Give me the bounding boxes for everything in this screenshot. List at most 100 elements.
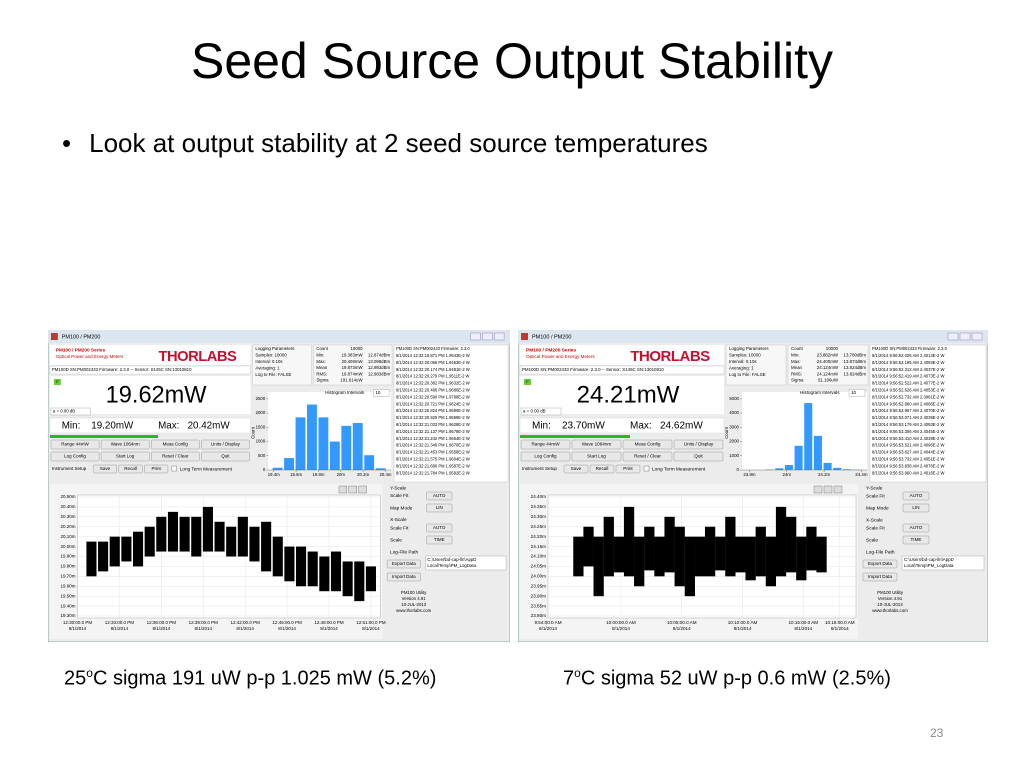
logo: THORLABS bbox=[158, 349, 236, 365]
x-tick-label: 9:54:00.0 AM bbox=[534, 620, 561, 625]
side-label: Scale bbox=[390, 537, 402, 543]
device-bar bbox=[49, 365, 251, 375]
button-frame[interactable] bbox=[673, 451, 724, 462]
button-frame[interactable] bbox=[622, 451, 673, 462]
y-tick-label: 24.40m bbox=[531, 494, 546, 499]
window-title: PM100 / PM200 bbox=[532, 334, 571, 340]
button-frame[interactable] bbox=[201, 451, 250, 462]
button-frame[interactable] bbox=[902, 491, 930, 501]
about-text: www.thorlabs.com bbox=[396, 608, 431, 613]
interval-input[interactable] bbox=[373, 389, 390, 397]
button-frame[interactable] bbox=[201, 439, 250, 450]
side-label: Y-Scale bbox=[866, 485, 883, 491]
y-tick-label: 20.00m bbox=[60, 544, 75, 549]
button-frame[interactable] bbox=[118, 464, 143, 474]
checkbox[interactable] bbox=[171, 465, 178, 472]
button-frame[interactable] bbox=[50, 439, 100, 450]
button-frame[interactable] bbox=[563, 464, 589, 474]
button-frame[interactable] bbox=[50, 451, 100, 462]
y-tick-label: 24.35m bbox=[531, 504, 546, 509]
button-frame[interactable] bbox=[100, 451, 150, 462]
side-label: Y-Scale bbox=[390, 485, 406, 491]
button-frame[interactable] bbox=[571, 451, 622, 462]
log-list bbox=[869, 344, 987, 483]
button-frame[interactable] bbox=[615, 464, 641, 474]
button-frame[interactable] bbox=[150, 451, 200, 462]
button-frame[interactable] bbox=[862, 572, 898, 582]
side-label: Map Mode bbox=[390, 505, 413, 511]
log-line: 8/1/2014 12:32:20.590 PM 1.9798E-2 W bbox=[396, 394, 470, 399]
max-value: 20.42mW bbox=[188, 421, 231, 432]
stat-value-dbm: 12.874dBm bbox=[368, 352, 390, 357]
graph-tool[interactable] bbox=[358, 485, 367, 494]
trace-span bbox=[132, 531, 144, 567]
button-frame[interactable] bbox=[426, 523, 453, 533]
button-frame[interactable] bbox=[862, 559, 898, 569]
graph-tool[interactable] bbox=[823, 485, 833, 494]
side-label: Scale Fit bbox=[390, 525, 409, 531]
stat-name: Count bbox=[791, 346, 803, 351]
device-info: PM100D SN:PM002433 Firmware: 2.3.0 -- Se… bbox=[52, 367, 192, 372]
button-frame[interactable] bbox=[426, 491, 453, 501]
about-text: Version 4.91 bbox=[402, 596, 427, 601]
x-tick-label: 19.6m bbox=[290, 472, 302, 477]
button: Print bbox=[151, 466, 161, 471]
button-frame[interactable] bbox=[426, 503, 453, 513]
title-bar bbox=[518, 330, 988, 343]
trace-span bbox=[237, 516, 248, 557]
button-frame[interactable] bbox=[150, 439, 200, 450]
log-line: 8/1/2014 9:56:52.312 AM 2.4037E-2 W bbox=[872, 367, 944, 372]
window-button[interactable] bbox=[470, 332, 481, 341]
app-icon bbox=[521, 333, 528, 340]
graph-tool[interactable] bbox=[348, 485, 357, 494]
button-frame[interactable] bbox=[902, 535, 930, 545]
button-frame[interactable] bbox=[386, 559, 421, 569]
log-line: 8/1/2014 12:32:21.346 PM 1.9670E-2 W bbox=[396, 443, 470, 448]
log-line: 8/1/2014 9:56:52.419 AM 2.4073E-2 W bbox=[872, 374, 944, 379]
log-line: 8/1/2014 9:56:52.860 AM 2.4066E-2 W bbox=[872, 401, 944, 406]
caption-temp: 25 bbox=[64, 667, 87, 690]
log-line: 8/1/2014 9:56:53.306 AM 2.4045E-2 W bbox=[872, 429, 944, 434]
x-tick-date: 8/1/2014 bbox=[539, 626, 557, 631]
x-tick-label: 24.4m bbox=[855, 472, 868, 477]
button-frame[interactable] bbox=[673, 439, 724, 450]
brand-series: PM100 / PM200 Series bbox=[526, 347, 576, 353]
button-frame[interactable] bbox=[571, 439, 622, 450]
x-tick-label: 10:05:00.0 AM bbox=[667, 620, 697, 625]
stat-value: 24.124mW bbox=[817, 371, 839, 376]
y-tick-label: 24.20m bbox=[531, 534, 546, 539]
button-frame[interactable] bbox=[520, 451, 571, 462]
button-frame[interactable] bbox=[622, 439, 673, 450]
button-frame[interactable] bbox=[426, 535, 453, 545]
trace-span bbox=[775, 506, 787, 577]
interval-value: 10 bbox=[375, 390, 380, 395]
histogram-bar bbox=[364, 455, 375, 470]
interval-input[interactable] bbox=[848, 389, 866, 397]
button-frame[interactable] bbox=[386, 572, 421, 582]
button-frame[interactable] bbox=[902, 503, 930, 513]
window-button[interactable] bbox=[482, 332, 493, 341]
stat-value: 10000 bbox=[826, 346, 839, 351]
checkbox[interactable] bbox=[643, 465, 650, 472]
stat-name: RMS: bbox=[791, 371, 802, 376]
button-frame[interactable] bbox=[92, 464, 118, 474]
window-button[interactable] bbox=[971, 332, 983, 341]
button-frame[interactable] bbox=[902, 523, 930, 533]
x-tick-label: 10:00:00.0 AM bbox=[606, 620, 636, 625]
window-button[interactable] bbox=[494, 332, 505, 341]
window-button[interactable] bbox=[947, 332, 959, 341]
button-frame[interactable] bbox=[100, 439, 150, 450]
histogram-bar bbox=[775, 468, 784, 470]
button-frame[interactable] bbox=[589, 464, 615, 474]
button-frame[interactable] bbox=[520, 439, 571, 450]
button: AUTO bbox=[433, 493, 446, 498]
side-label: Log-File Path bbox=[390, 549, 418, 555]
graph-tool[interactable] bbox=[833, 485, 843, 494]
graph-tool[interactable] bbox=[338, 485, 348, 494]
trace-span bbox=[261, 521, 272, 572]
button: Recall bbox=[124, 466, 137, 471]
trace-span bbox=[573, 536, 584, 577]
window-button[interactable] bbox=[959, 332, 971, 341]
graph-tool[interactable] bbox=[813, 485, 823, 494]
button-frame[interactable] bbox=[144, 464, 169, 474]
